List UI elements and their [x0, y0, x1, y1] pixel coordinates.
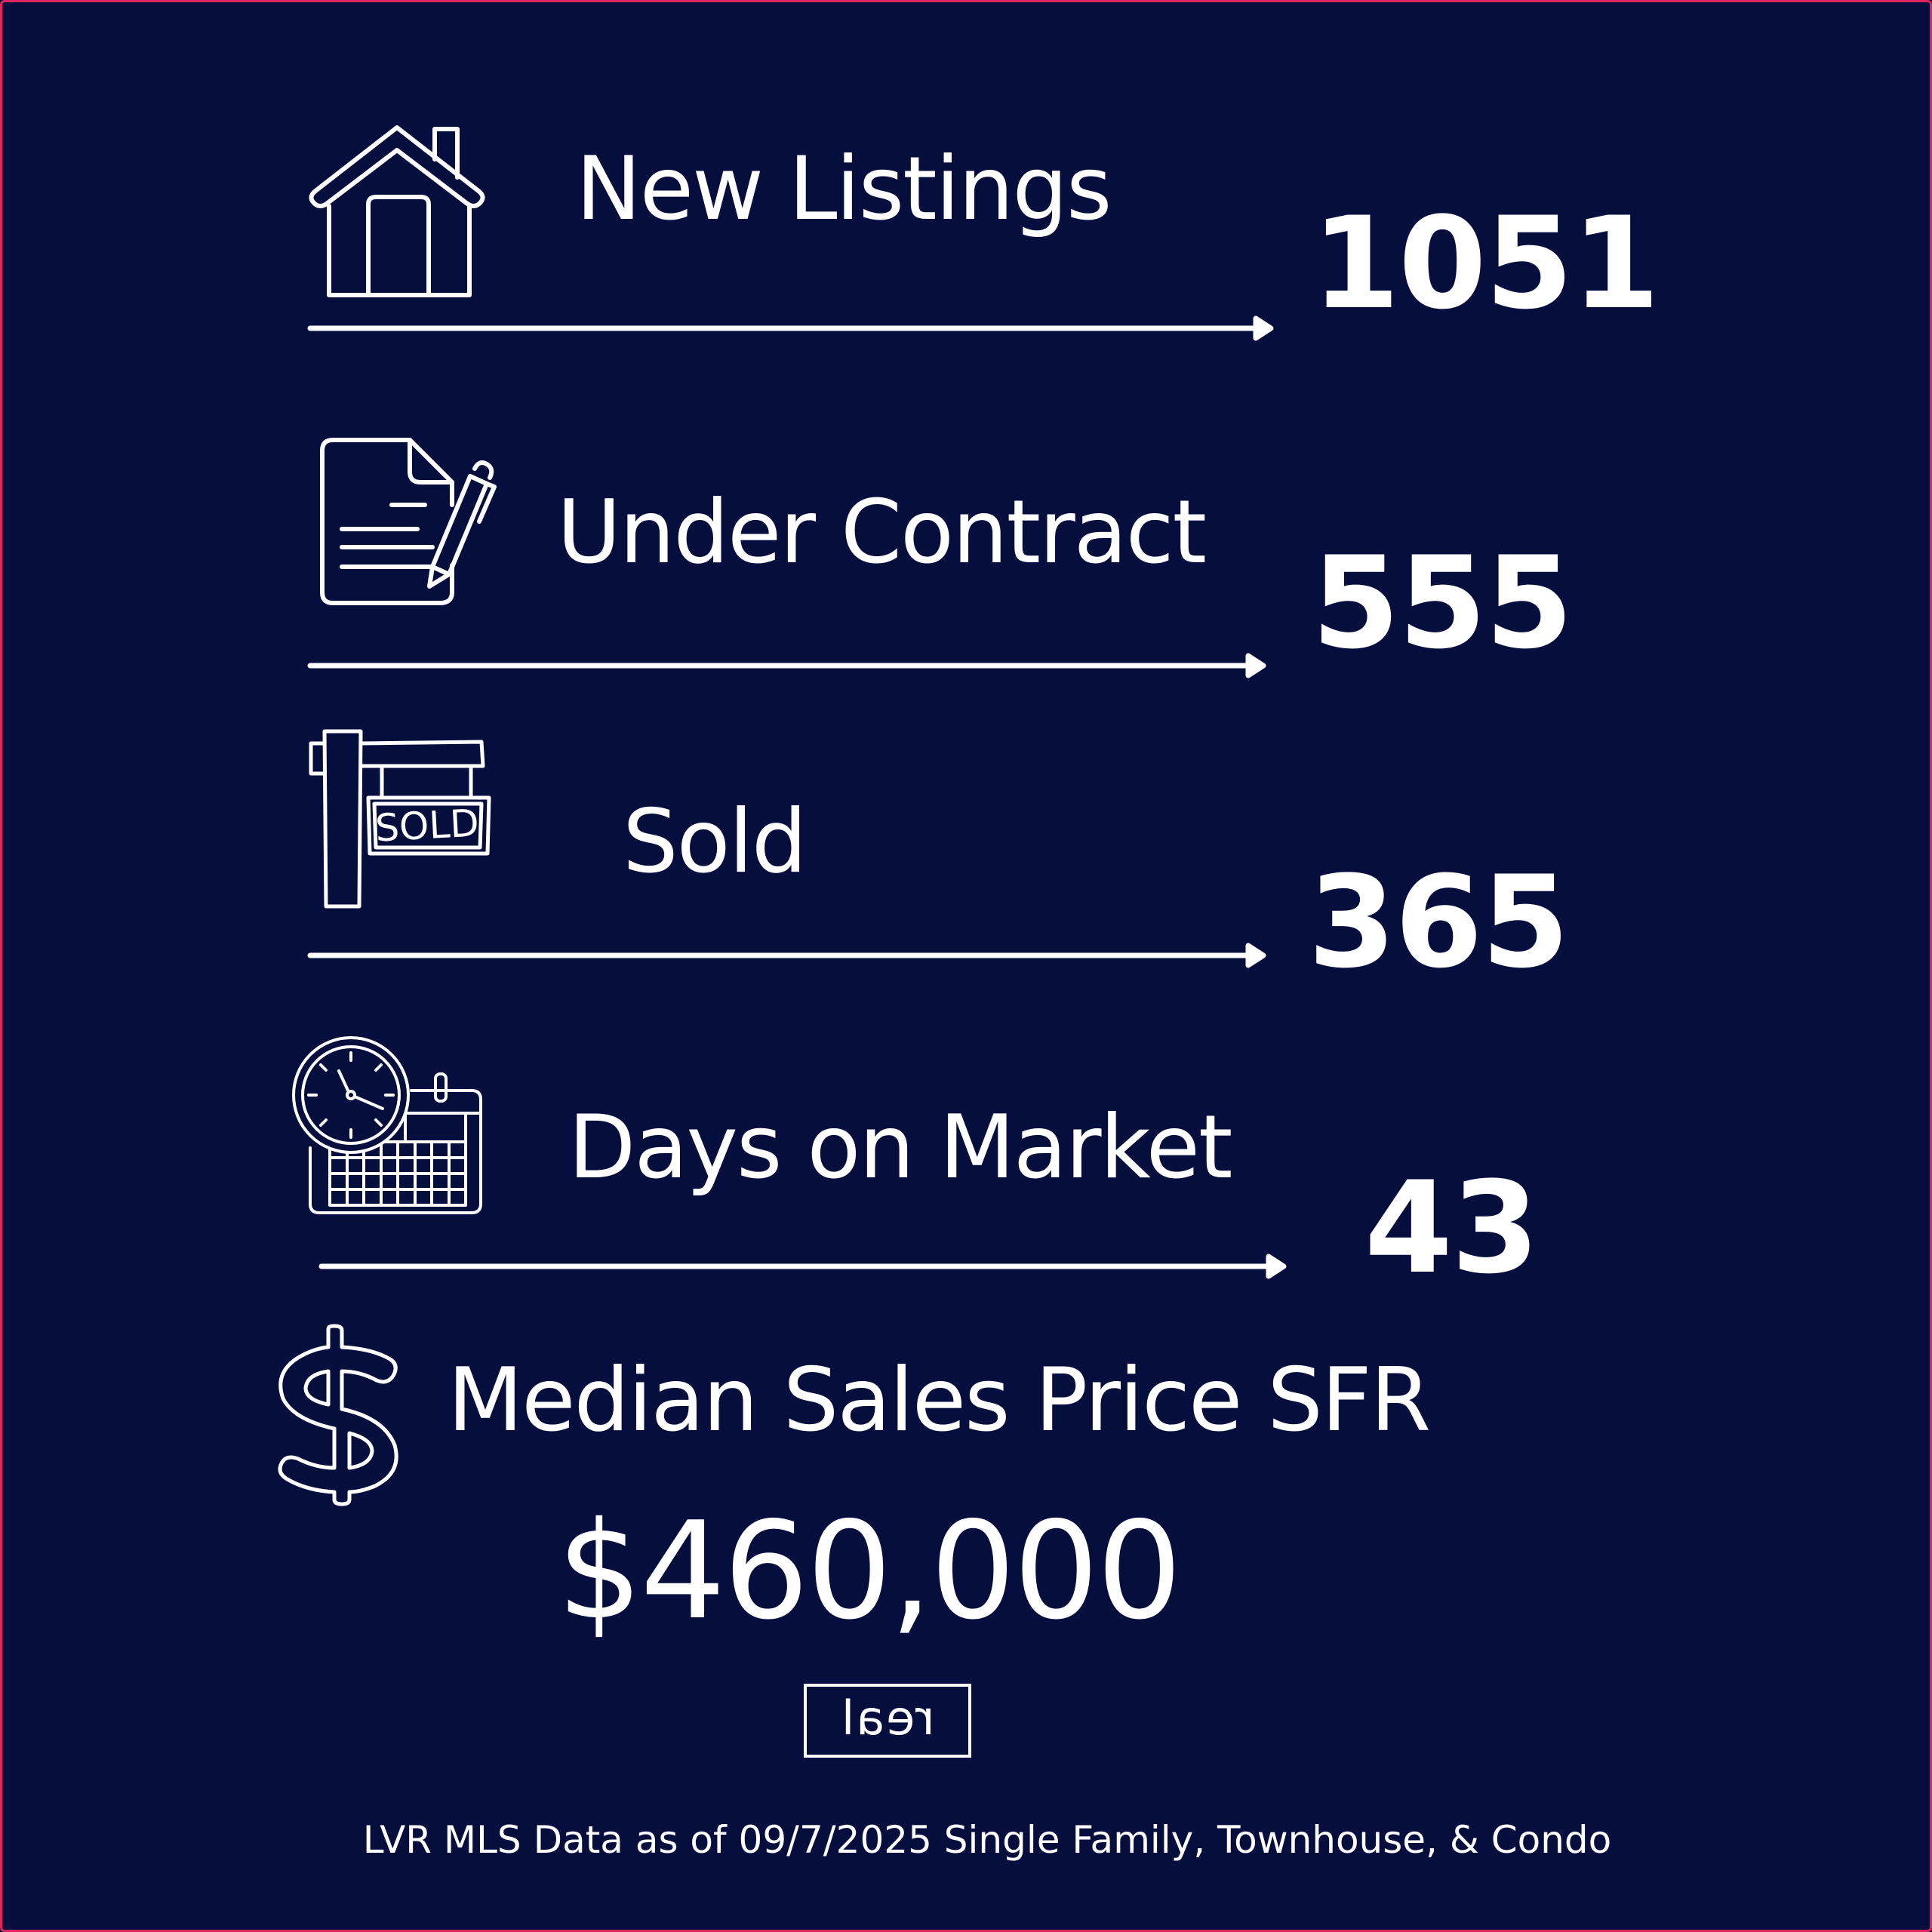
stat-label-sold: Sold [623, 791, 807, 893]
data-source-footnote: LVR MLS Data as of 09/7/2025 Single Fami… [362, 1818, 1612, 1862]
sold-sign-icon: SOLD [308, 728, 493, 909]
stat-value-under-contract: 555 [1312, 529, 1574, 677]
stat-label-days-on-market: Days on Market [568, 1097, 1232, 1198]
arrow-under-contract [307, 651, 1268, 680]
stat-value-sold: 365 [1308, 848, 1570, 996]
arrow-sold [307, 941, 1268, 970]
arrow-days-on-market [318, 1252, 1288, 1281]
stat-label-under-contract: Under Contract [557, 481, 1207, 583]
clock-calendar-icon [291, 1035, 483, 1214]
svg-text:SOLD: SOLD [374, 801, 480, 850]
stat-value-new-listings: 1051 [1312, 189, 1660, 337]
stat-value-days-on-market: 43 [1364, 1154, 1540, 1302]
real-logo-text: real [840, 1690, 935, 1746]
stat-label-new-listings: New Listings [576, 138, 1112, 240]
median-price-value: $460,000 [557, 1493, 1182, 1649]
contract-document-icon [319, 438, 497, 606]
dollar-sign-icon [275, 1324, 404, 1506]
house-icon [308, 122, 489, 299]
real-logo: real [804, 1684, 971, 1758]
arrow-line-new-listings [307, 314, 1275, 343]
median-price-label: Median Sales Price SFR [448, 1349, 1431, 1451]
